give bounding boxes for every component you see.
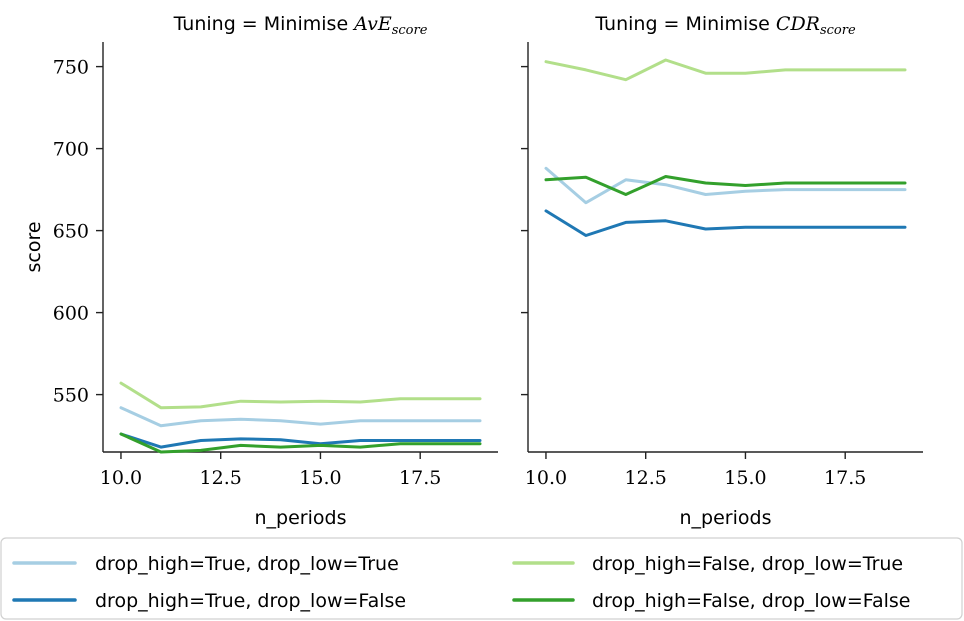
y-tick-label: 700 (53, 139, 89, 161)
y-tick-label: 750 (53, 57, 89, 79)
series-line-1 (119, 406, 482, 428)
panel-1: 10.0 12.5 15.0 17.5 550 600 650 700 750 Tuning = … (23, 13, 498, 529)
x-tick-label: 10.0 (100, 467, 142, 489)
y-tick-label: 650 (53, 221, 89, 243)
series-line-3 (119, 381, 482, 410)
series-line-2 (544, 209, 907, 237)
panel-title-prefix: Tuning = Minimise (173, 13, 355, 35)
x-tick-label: 15.0 (299, 467, 341, 489)
panel-title: Tuning = Minimise AvEscore (173, 13, 428, 38)
series-line-1 (544, 166, 907, 205)
panel-title-subscript: score (820, 23, 856, 38)
x-axis-label: n_periods (680, 507, 772, 529)
x-tick-label: 15.0 (724, 467, 766, 489)
x-tick-label: 17.5 (824, 467, 866, 489)
x-tick-label: 10.0 (525, 467, 567, 489)
legend-frame (0, 537, 963, 620)
legend-label-2: drop_high=False, drop_low=True (592, 553, 903, 575)
series-line-4 (119, 432, 482, 454)
legend-label-4: drop_high=False, drop_low=False (592, 590, 910, 612)
series-line-3 (544, 58, 907, 82)
x-axis-label: n_periods (255, 507, 347, 529)
x-tick-label: 12.5 (625, 467, 667, 489)
y-tick-label: 550 (53, 385, 89, 407)
series-line-2 (119, 432, 482, 449)
panel-title: Tuning = Minimise CDRscore (594, 13, 856, 38)
x-tick-label: 17.5 (399, 467, 441, 489)
legend-label-1: drop_high=True, drop_low=True (95, 553, 399, 575)
series-line-4 (544, 175, 907, 196)
panel-title-subscript: score (392, 23, 428, 38)
x-tick-label: 12.5 (200, 467, 242, 489)
legend: drop_high=True, drop_low=True drop_high=F… (0, 537, 963, 620)
panel-title-math: AvE (352, 13, 392, 35)
panel-2: 10.0 12.5 15.0 17.5 Tuning = Minimise CDRsco… (521, 13, 923, 529)
y-axis-label: score (23, 221, 45, 272)
panel-title-math: CDR (776, 13, 820, 35)
y-tick-label: 600 (53, 303, 89, 325)
panel-title-prefix: Tuning = Minimise (594, 13, 776, 35)
legend-label-3: drop_high=True, drop_low=False (95, 590, 406, 612)
